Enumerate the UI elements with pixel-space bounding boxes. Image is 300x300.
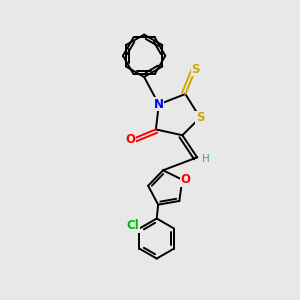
- Text: S: S: [196, 111, 204, 124]
- Text: S: S: [191, 62, 200, 76]
- Text: H: H: [202, 154, 210, 164]
- Text: O: O: [181, 173, 191, 186]
- Text: Cl: Cl: [127, 219, 139, 232]
- Text: O: O: [126, 133, 136, 146]
- Text: N: N: [154, 98, 164, 111]
